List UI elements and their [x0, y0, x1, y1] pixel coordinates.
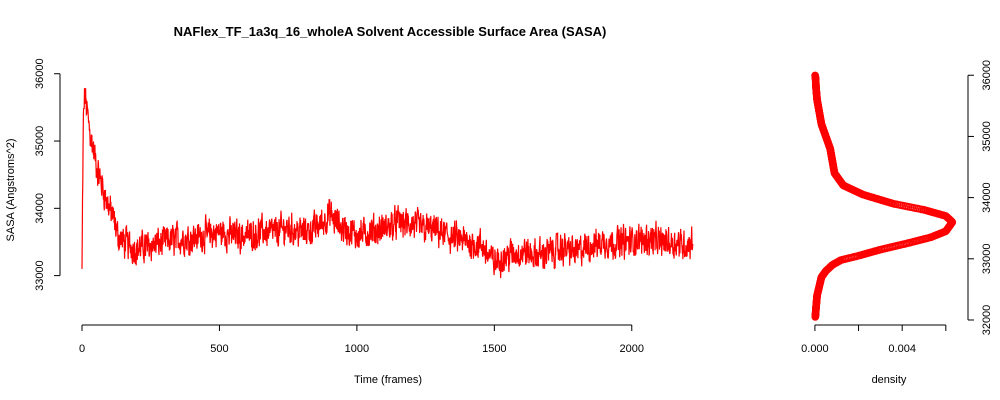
x-axis: 0 500 1000 1500 2000: [79, 324, 644, 355]
y-axis-label: SASA (Angstroms^2): [5, 139, 17, 242]
density-x-axis: 0.000 0.004: [801, 324, 947, 355]
chart-title: NAFlex_TF_1a3q_16_wholeA Solvent Accessi…: [174, 24, 607, 39]
density-x-tick-label: 0.004: [888, 343, 916, 355]
y-tick-label: 33000: [34, 260, 46, 291]
density-x-tick-label: 0.000: [801, 343, 829, 355]
density-point: [811, 71, 819, 80]
density-y-axis: 32000 33000 34000 35000 36000: [967, 60, 993, 336]
x-tick-label: 0: [79, 343, 85, 355]
density-y-tick-label: 34000: [981, 182, 993, 213]
density-y-tick-label: 32000: [981, 305, 993, 336]
x-axis-label: Time (frames): [354, 374, 422, 386]
x-tick-label: 2000: [620, 343, 644, 355]
x-tick-label: 1500: [482, 343, 506, 355]
y-tick-label: 34000: [34, 193, 46, 224]
density-curve: [811, 71, 957, 321]
density-y-tick-label: 33000: [981, 244, 993, 275]
y-axis: 33000 34000 35000 36000: [34, 58, 61, 291]
y-tick-label: 35000: [34, 126, 46, 157]
y-tick-label: 36000: [34, 58, 46, 89]
density-y-tick-label: 35000: [981, 121, 993, 152]
sasa-time-series-line: [81, 88, 694, 279]
x-tick-label: 500: [210, 343, 228, 355]
time-series-panel: 0 500 1000 1500 2000 33000 34000 35000 36000 Ti…: [5, 58, 694, 386]
density-y-tick-label: 36000: [981, 60, 993, 91]
x-tick-label: 1000: [345, 343, 369, 355]
density-x-axis-label: density: [872, 374, 907, 386]
density-panel: 0.000 0.004 32000 33000 34000 35000 36000 den…: [801, 60, 993, 386]
